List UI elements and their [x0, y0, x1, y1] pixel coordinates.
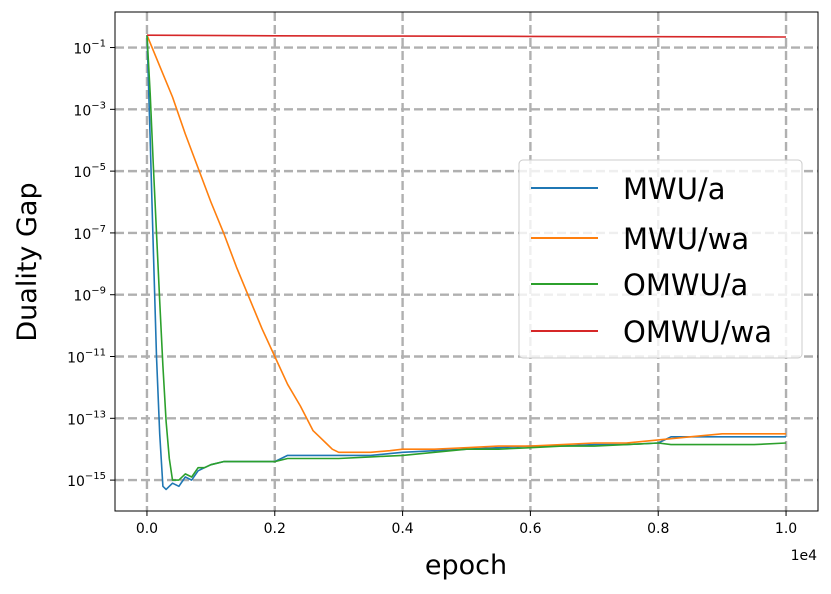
y-tick-label: 10−11: [67, 348, 106, 367]
series-line-mwu-wa: [146, 34, 786, 454]
y-tick-label: 10−7: [73, 224, 106, 243]
plot-frame: [114, 11, 819, 512]
y-tick-label: 10−3: [73, 100, 106, 119]
series-line-omwu-wa: [146, 34, 787, 38]
x-axis-label: epoch: [425, 550, 507, 581]
y-axis-label: Duality Gap: [12, 182, 43, 341]
y-tick-label: 10−5: [73, 162, 106, 181]
legend-label: MWU/wa: [623, 222, 749, 256]
x-tick-label: 0.0: [136, 521, 158, 537]
y-tick-label: 10−15: [67, 471, 106, 490]
y-tick-label: 10−1: [73, 39, 106, 58]
legend: MWU/a MWU/wa OMWU/a OMWU/wa: [518, 159, 803, 359]
legend-label: OMWU/a: [623, 268, 748, 302]
x-axis-ticks: 0.0 0.2 0.4 0.6 0.8 1.0: [136, 511, 797, 537]
x-tick-label: 0.6: [519, 521, 541, 537]
x-axis-offset-label: 1e4: [791, 548, 818, 564]
series-lines: [146, 34, 787, 491]
y-tick-label: 10−13: [67, 409, 106, 428]
series-line-omwu-a: [146, 35, 787, 481]
legend-label: OMWU/wa: [623, 315, 772, 349]
x-tick-label: 0.8: [647, 521, 669, 537]
y-axis-ticks: 10−1 10−3 10−5 10−7 10−9 10−11 10−13 10−15: [67, 39, 115, 490]
x-tick-label: 0.2: [264, 521, 286, 537]
y-tick-label: 10−9: [73, 286, 106, 305]
x-tick-label: 1.0: [775, 521, 797, 537]
x-tick-label: 0.4: [391, 521, 413, 537]
legend-label: MWU/a: [623, 172, 725, 206]
legend-box: [518, 159, 803, 359]
